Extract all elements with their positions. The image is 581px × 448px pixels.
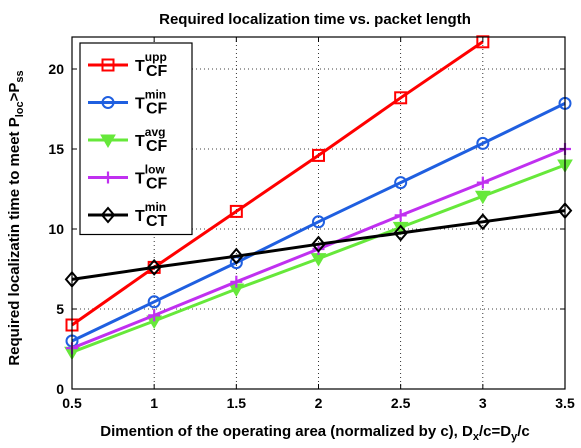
data-point: [101, 58, 115, 72]
data-point: [476, 136, 490, 150]
x-tick-label: 1.5: [227, 395, 247, 411]
y-tick-label: 0: [56, 381, 64, 397]
data-point: [229, 247, 244, 265]
chart-title: Required localization time vs. packet le…: [159, 11, 471, 28]
x-tick-label: 0.5: [62, 395, 82, 411]
data-point: [101, 96, 115, 109]
legend-label-sub: CF: [146, 63, 168, 80]
data-point: [230, 275, 243, 288]
y-tick-label: 15: [48, 141, 64, 157]
data-point: [102, 171, 114, 184]
data-point: [475, 213, 491, 231]
legend-label: Tlow: [135, 163, 165, 188]
x-axis-label: Dimention of the operating area (normali…: [100, 423, 529, 443]
x-tick-label: 3: [479, 395, 487, 411]
y-tick-label: 5: [56, 301, 64, 317]
series-line: [71, 40, 484, 327]
legend-label-sub: CF: [146, 176, 168, 193]
x-tick-label: 2.5: [391, 395, 411, 411]
data-point: [100, 134, 116, 148]
data-point: [146, 258, 162, 276]
data-point: [476, 35, 490, 49]
series-0: [65, 35, 490, 332]
data-point: [394, 209, 407, 222]
legend-label-sub: CF: [146, 138, 168, 155]
ticks: 0.5 1 1.5 2 2.5 3 3.5 0 5 10 15 20: [48, 37, 575, 411]
series-4: [64, 202, 573, 288]
data-point: [148, 309, 161, 322]
legend-label: Tupp: [135, 50, 167, 75]
data-point: [312, 148, 325, 162]
series-line: [71, 102, 566, 343]
series-line: [71, 209, 566, 281]
x-tick-label: 1: [150, 395, 158, 411]
y-tick-label: 20: [48, 61, 64, 77]
legend-label: Tmin: [135, 200, 166, 225]
data-point: [394, 91, 408, 105]
y-axis-label: Required localizatin time to meet Ploc>P…: [6, 70, 26, 365]
legend-label: Tmin: [135, 88, 166, 113]
data-point: [100, 206, 116, 224]
series-layer: [64, 35, 573, 361]
data-point: [312, 215, 325, 229]
data-point: [394, 176, 408, 190]
x-tick-label: 2: [315, 395, 323, 411]
legend-label-sub: CT: [146, 213, 168, 230]
data-point: [392, 221, 409, 236]
data-point: [476, 176, 489, 189]
data-point: [147, 295, 161, 309]
data-point: [311, 235, 326, 253]
x-tick-label: 3.5: [555, 395, 575, 411]
data-point: [393, 224, 408, 242]
legend-label: Tavg: [135, 125, 165, 150]
y-tick-label: 10: [48, 221, 64, 237]
data-point: [474, 190, 491, 205]
legend-label-sub: CF: [146, 101, 168, 118]
data-point: [229, 204, 243, 218]
